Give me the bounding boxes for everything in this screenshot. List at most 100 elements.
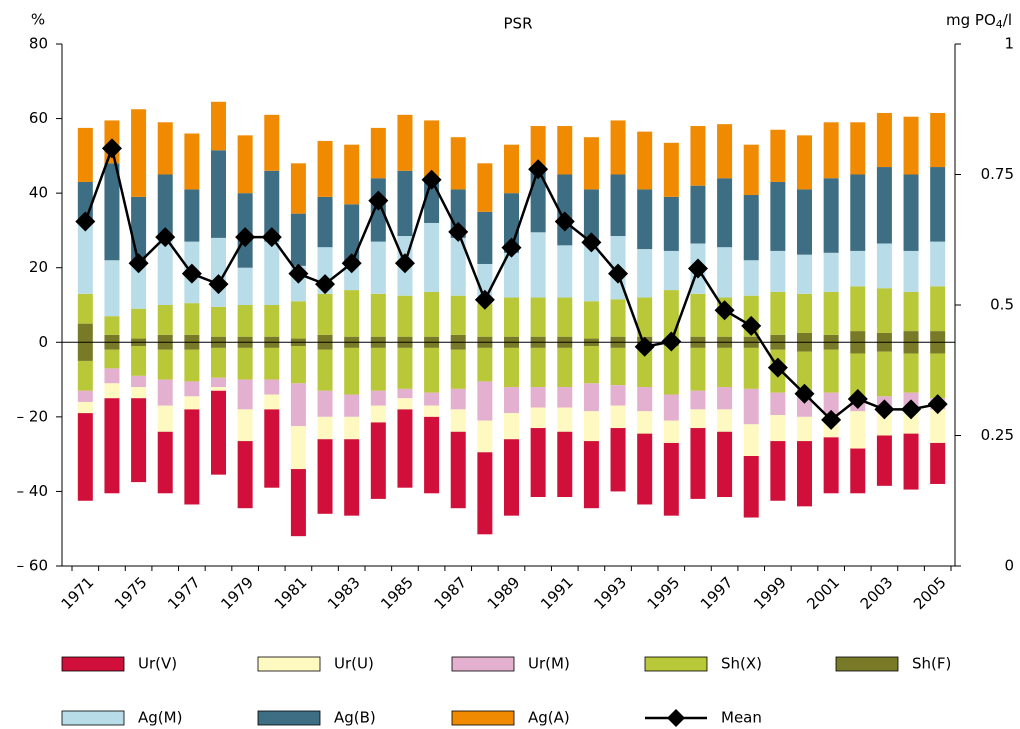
mean-marker [687,258,708,279]
legend-swatch [835,656,899,672]
bar [264,114,280,171]
bar [743,260,759,296]
bar [903,174,919,251]
bar [663,196,679,251]
bar [690,428,706,499]
bar [290,213,306,266]
bar [903,433,919,490]
bar [424,392,440,406]
bar [77,293,93,324]
mean-marker [208,274,229,295]
bar [397,388,413,399]
legend-label: Ur(U) [334,655,374,673]
bar [583,346,599,384]
mean-marker [661,331,682,352]
bar [930,409,946,443]
bar [211,387,226,391]
bar [530,336,546,343]
bar [850,250,866,287]
bar [663,142,679,197]
bar [184,349,200,382]
bar [184,409,200,505]
bar [557,407,573,432]
bar [104,398,120,494]
x-tick-label: 1999 [750,573,790,613]
bar [131,109,147,197]
bar [717,178,733,248]
bar [477,163,493,212]
bar [77,127,93,182]
mean-marker [261,227,282,248]
bar [850,286,866,332]
bar [797,441,812,507]
mean-marker [421,169,442,190]
bar [637,347,653,388]
bar [690,126,706,186]
x-tick-label: 1987 [431,573,471,613]
bar [264,347,280,380]
bar [530,126,546,168]
bar [504,144,519,194]
bar [610,342,626,348]
bar [317,342,333,350]
bar [104,163,120,261]
legend-swatch [61,710,125,726]
bar [157,431,173,494]
legend-swatch [61,656,125,672]
bar [797,293,812,333]
bar [717,342,733,348]
mean-marker [128,253,149,274]
legend-swatch [257,710,321,726]
bar [264,394,280,410]
bar [77,360,93,391]
y-tick-label: 80 [29,35,48,53]
bar [77,413,93,501]
bar [397,295,413,337]
bar [850,353,866,399]
mean-marker [794,383,815,404]
bar [370,422,386,499]
bar [344,263,360,291]
bar [157,405,173,432]
bar [157,305,173,335]
bar [450,342,466,350]
mean-marker [501,237,522,258]
bar [211,101,226,151]
bar [290,469,306,537]
bar [717,336,733,343]
x-tick-label: 1997 [697,573,737,613]
bar [237,409,253,442]
bar [104,368,120,384]
bar [237,305,253,337]
bar [850,174,866,251]
bar [237,336,253,343]
bar [131,387,147,399]
bar [504,336,519,343]
mean-marker [608,263,629,284]
bar [504,297,519,337]
bar [264,170,280,242]
y-tick-label: 20 [29,258,48,276]
bar [290,383,306,427]
bar [690,185,706,244]
bar [850,122,866,175]
bar [530,347,546,388]
bar [370,241,386,294]
bar [903,250,919,292]
mean-marker [874,399,895,420]
bar [930,331,946,343]
bar [557,342,573,348]
bar [823,178,839,253]
mean-marker [448,221,469,242]
bar [823,122,839,179]
bar [131,342,147,347]
x-tick-label: 2001 [803,573,843,613]
bar [663,346,679,395]
bar [504,347,519,388]
bar [290,163,306,214]
bar [264,241,280,305]
x-tick-label: 1977 [164,573,204,613]
bar [770,129,786,182]
bar [797,332,812,343]
bar [290,338,306,343]
